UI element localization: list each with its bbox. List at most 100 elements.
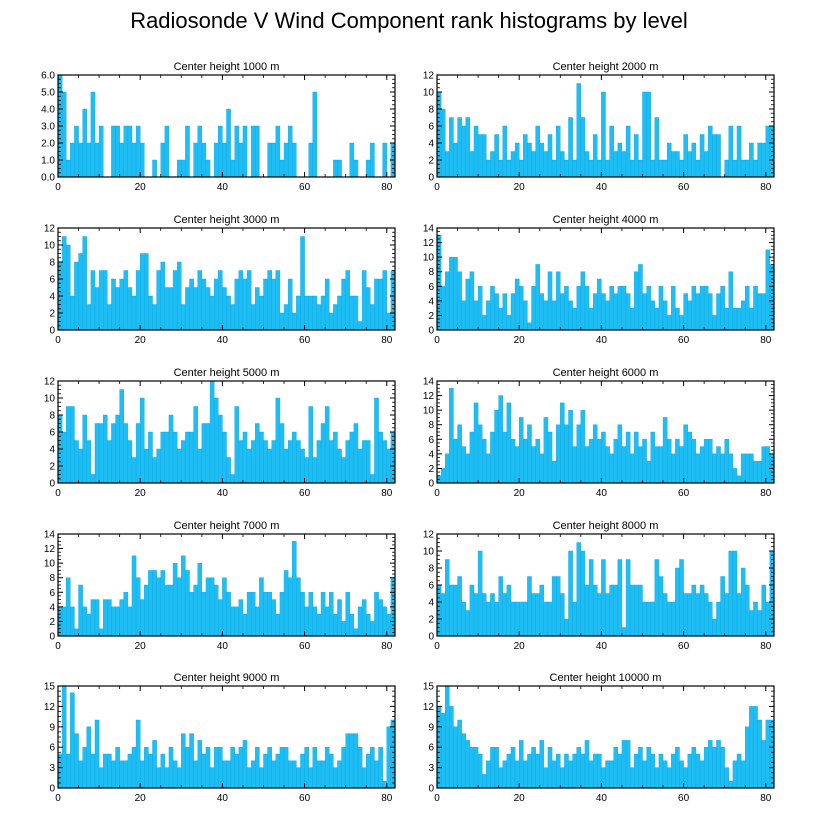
bar [642,91,647,178]
bar [531,747,536,789]
bar [691,439,697,484]
bar [646,601,651,637]
bar [250,304,256,331]
bar [226,592,231,637]
bar [716,740,721,789]
bar [687,753,693,789]
bar [724,593,729,637]
bar [370,304,375,331]
bar [164,287,170,331]
bar [115,287,120,331]
x-tick-label: 60 [678,182,690,193]
bar [234,278,240,331]
bar [535,125,540,178]
y-tick-label: 12 [44,224,56,235]
bar [732,159,738,178]
x-tick-label: 20 [514,182,526,193]
bar [172,270,178,331]
bar [168,414,174,484]
bar [148,295,153,331]
bar [74,628,79,637]
bar [333,431,338,484]
bar [592,134,598,178]
y-tick-label: 2 [428,311,434,322]
bar [609,760,614,789]
bar [98,270,104,331]
bar [382,781,387,789]
y-tick-label: 12 [44,702,56,713]
y-tick-label: 6 [428,282,434,293]
bar [312,457,318,484]
bar [123,760,129,789]
bar [523,760,528,789]
bar [625,125,631,178]
panel-title: Center height 9000 m [174,672,280,684]
y-tick-label: 2 [49,462,55,473]
bar [197,562,203,637]
x-tick-label: 40 [596,335,608,346]
bar [465,278,471,331]
y-tick-label: 3 [49,763,55,774]
bar [160,753,166,789]
y-tick-label: 12 [44,377,56,388]
bar [757,610,762,637]
bar [465,740,471,789]
bar [263,440,268,484]
bar [560,767,565,789]
bar [135,423,141,484]
bar [634,584,639,637]
bar [139,142,145,178]
y-tick-label: 10 [44,394,56,405]
bar [638,747,643,789]
bar [345,440,350,484]
bar [353,295,359,331]
bar [650,431,656,484]
x-tick-label: 60 [299,793,311,804]
bar [502,431,508,484]
bar [617,142,623,178]
x-tick-label: 0 [434,641,440,652]
panel-title: Center height 4000 m [553,214,659,226]
bar [728,271,734,331]
bar [745,453,750,484]
bar [740,567,746,637]
bar [144,584,149,637]
bar [70,606,75,637]
y-tick-label: 5.0 [41,88,55,99]
bar [531,286,536,331]
bar [66,159,71,178]
bar [547,431,553,484]
bar [152,570,157,637]
y-tick-label: 10 [423,88,435,99]
bar [584,286,590,331]
x-tick-label: 20 [514,335,526,346]
bar [588,307,594,331]
bar [708,601,713,637]
bar [131,457,137,484]
bar [123,423,129,484]
bar [634,431,639,484]
bar [703,286,709,331]
bar [736,753,742,789]
bar [642,293,647,331]
bar [119,599,124,637]
panel-title: Center height 7000 m [174,520,280,532]
bar [625,740,631,789]
bar [144,253,149,331]
bar [531,151,536,178]
y-tick-label: 4 [428,449,434,460]
bar [588,559,594,637]
bar [74,125,79,178]
bar [629,307,635,331]
bar [695,159,701,178]
bar [613,439,619,484]
bar [597,159,602,178]
x-tick-label: 40 [217,182,229,193]
bar [176,159,182,178]
x-tick-label: 40 [217,641,229,652]
bar [213,747,219,789]
bar [675,439,680,484]
y-tick-label: 8 [428,267,434,278]
bar [584,151,590,178]
